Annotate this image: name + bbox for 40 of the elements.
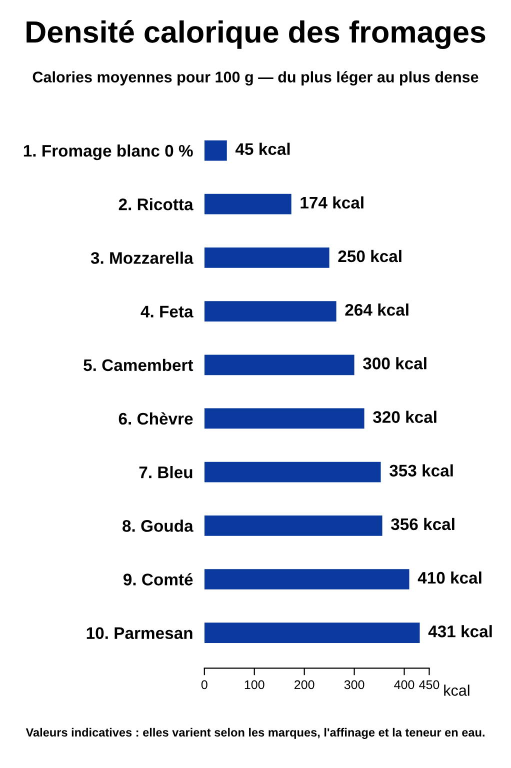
- bar: [204, 140, 227, 161]
- x-tick-label: 450: [419, 680, 440, 690]
- data-label: 320 kcal: [373, 410, 436, 423]
- bar: [204, 622, 420, 644]
- y-tick-label: 1. Fromage blanc 0 %: [24, 144, 193, 160]
- y-tick-label: 9. Comté: [123, 573, 193, 586]
- y-tick-label: 4. Feta: [140, 306, 194, 318]
- data-label: 45 kcal: [235, 142, 290, 155]
- y-tick-label: 6. Chèvre: [118, 412, 193, 425]
- data-label: 250 kcal: [338, 250, 402, 262]
- x-tick-label: 200: [294, 680, 314, 690]
- bar: [204, 301, 336, 322]
- data-label: 356 kcal: [390, 518, 454, 530]
- chart-title: Densité calorique des fromages: [26, 20, 486, 49]
- data-label: 431 kcal: [428, 625, 492, 638]
- y-tick-label: 8. Gouda: [122, 520, 194, 532]
- bar: [204, 462, 381, 482]
- bar: [204, 354, 354, 376]
- bar: [204, 569, 410, 590]
- text: Valeurs indicatives : elles varient selon les marques, l'affinage et la teneur en eau.: [26, 728, 484, 739]
- y-tick-label: 2. Ricotta: [118, 198, 194, 210]
- x-tick-label: 300: [344, 680, 364, 690]
- x-tick-label: 100: [244, 680, 264, 690]
- bar: [204, 248, 330, 268]
- y-tick-label: 10. Parmesan: [86, 627, 192, 640]
- data-label: 300 kcal: [363, 357, 426, 370]
- y-tick-label: 3. Mozzarella: [90, 252, 194, 264]
- y-tick-label: 7. Bleu: [139, 466, 192, 478]
- data-label: 353 kcal: [389, 464, 453, 477]
- data-label: 174 kcal: [300, 196, 364, 209]
- data-label: 264 kcal: [345, 304, 408, 316]
- bar: [204, 194, 292, 214]
- chart-subtitle: Calories moyennes pour 100 g — du plus léger au plus dense: [32, 71, 478, 86]
- bar: [204, 515, 382, 536]
- x-tick-label: 400: [394, 680, 414, 690]
- data-label: 410 kcal: [418, 571, 482, 584]
- y-tick-label: 5. Camembert: [84, 358, 194, 372]
- x-tick-label: 0: [201, 680, 208, 690]
- bar: [204, 408, 364, 429]
- x-axis-title: kcal: [444, 684, 470, 696]
